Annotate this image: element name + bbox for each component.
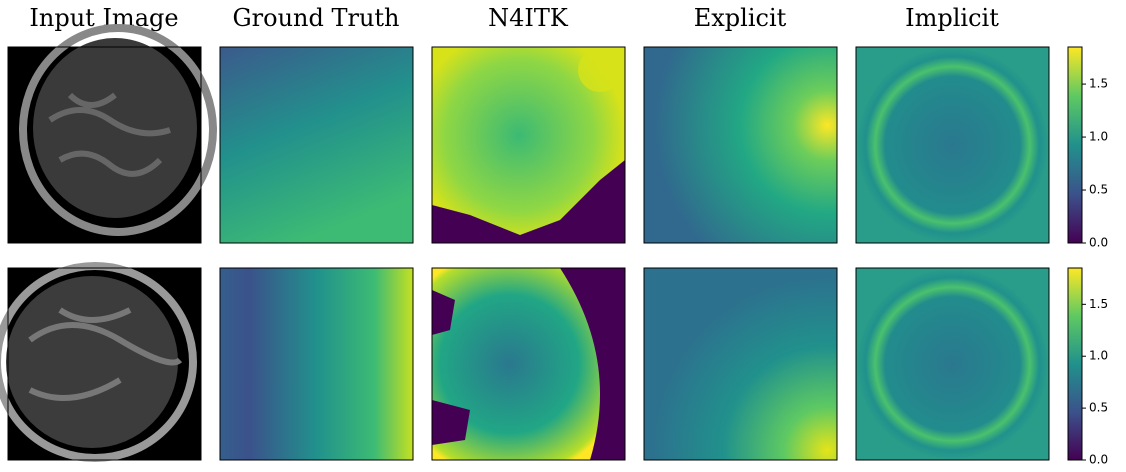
colorbar-tick-label: 1.5 — [1089, 77, 1108, 91]
colorbar-tick-label: 1.0 — [1089, 349, 1108, 363]
n4itk-image — [432, 268, 625, 460]
ground-truth-image — [220, 268, 413, 460]
colorbar-tick-label: 0.0 — [1089, 236, 1108, 250]
colorbar-tick-label: 1.0 — [1089, 130, 1108, 144]
n4itk-image — [432, 47, 625, 243]
ground-truth-image — [220, 47, 413, 243]
colorbar-tick-label: 1.5 — [1089, 297, 1108, 311]
column-title: N4ITK — [488, 4, 569, 32]
colorbar: 0.0 0.5 1.0 1.5 — [1068, 268, 1108, 467]
column-title: Ground Truth — [232, 4, 399, 32]
colorbar-tick-label: 0.5 — [1089, 183, 1108, 197]
input-image — [8, 28, 213, 243]
colorbar-tick-label: 0.5 — [1089, 401, 1108, 415]
explicit-image — [644, 47, 837, 243]
column-title: Implicit — [905, 4, 999, 32]
row-1: 0.0 0.5 1.0 1.5 — [8, 28, 1108, 250]
column-title: Explicit — [694, 4, 787, 32]
colorbar: 0.0 0.5 1.0 1.5 — [1068, 47, 1108, 250]
colorbar-tick-label: 0.0 — [1089, 453, 1108, 467]
implicit-image — [856, 47, 1049, 243]
implicit-image — [856, 268, 1049, 460]
row-2: 0.0 0.5 1.0 1.5 — [0, 266, 1108, 467]
explicit-image — [644, 268, 837, 460]
figure: Input Image Ground Truth N4ITK Explicit … — [0, 0, 1126, 472]
input-image — [0, 266, 201, 460]
column-titles: Input Image Ground Truth N4ITK Explicit … — [29, 4, 999, 32]
